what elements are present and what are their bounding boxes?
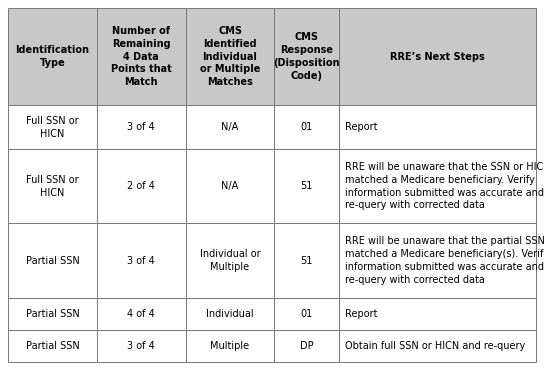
Bar [8, 223, 97, 298]
Text: N/A: N/A [221, 181, 239, 191]
Text: 01: 01 [300, 122, 313, 132]
Bar [8, 330, 97, 362]
Text: N/A: N/A [221, 122, 239, 132]
Bar [338, 149, 536, 223]
Text: Obtain full SSN or HICN and re-query: Obtain full SSN or HICN and re-query [344, 341, 525, 351]
Text: 01: 01 [300, 309, 313, 319]
Bar [8, 8, 97, 105]
Bar [97, 8, 186, 105]
Text: 3 of 4: 3 of 4 [127, 341, 155, 351]
Text: Individual: Individual [206, 309, 254, 319]
Bar [338, 8, 536, 105]
Bar [275, 105, 338, 149]
Text: RRE’s Next Steps: RRE’s Next Steps [390, 52, 485, 62]
Bar [186, 8, 275, 105]
Bar [97, 298, 186, 330]
Bar [97, 105, 186, 149]
Text: 51: 51 [300, 256, 313, 266]
Text: CMS
Identified
Individual
or Multiple
Matches: CMS Identified Individual or Multiple Ma… [200, 26, 260, 87]
Bar [186, 149, 275, 223]
Bar [338, 298, 536, 330]
Bar [275, 223, 338, 298]
Bar [186, 105, 275, 149]
Bar [186, 223, 275, 298]
Text: DP: DP [300, 341, 313, 351]
Text: RRE will be unaware that the SSN or HICN
matched a Medicare beneficiary. Verify
: RRE will be unaware that the SSN or HICN… [344, 162, 544, 211]
Bar [97, 223, 186, 298]
Text: Identification
Type: Identification Type [15, 45, 89, 68]
Text: Report: Report [344, 309, 377, 319]
Text: Individual or
Multiple: Individual or Multiple [200, 249, 261, 272]
Bar [338, 105, 536, 149]
Bar [97, 330, 186, 362]
Bar [275, 8, 338, 105]
Text: Multiple: Multiple [211, 341, 250, 351]
Text: Partial SSN: Partial SSN [26, 309, 79, 319]
Bar [338, 330, 536, 362]
Text: 3 of 4: 3 of 4 [127, 256, 155, 266]
Bar [275, 298, 338, 330]
Bar [275, 330, 338, 362]
Bar [8, 298, 97, 330]
Text: 51: 51 [300, 181, 313, 191]
Text: Number of
Remaining
4 Data
Points that
Match: Number of Remaining 4 Data Points that M… [111, 26, 171, 87]
Text: Report: Report [344, 122, 377, 132]
Bar [275, 149, 338, 223]
Text: Partial SSN: Partial SSN [26, 341, 79, 351]
Bar [8, 105, 97, 149]
Text: Partial SSN: Partial SSN [26, 256, 79, 266]
Text: Full SSN or
HICN: Full SSN or HICN [26, 175, 79, 198]
Text: 4 of 4: 4 of 4 [127, 309, 155, 319]
Bar [97, 149, 186, 223]
Bar [186, 298, 275, 330]
Text: 2 of 4: 2 of 4 [127, 181, 155, 191]
Text: Full SSN or
HICN: Full SSN or HICN [26, 116, 79, 138]
Bar [338, 223, 536, 298]
Bar [8, 149, 97, 223]
Bar [186, 330, 275, 362]
Text: 3 of 4: 3 of 4 [127, 122, 155, 132]
Text: RRE will be unaware that the partial SSN
matched a Medicare beneficiary(s). Veri: RRE will be unaware that the partial SSN… [344, 236, 544, 285]
Text: CMS
Response
(Disposition
Code): CMS Response (Disposition Code) [273, 33, 340, 81]
